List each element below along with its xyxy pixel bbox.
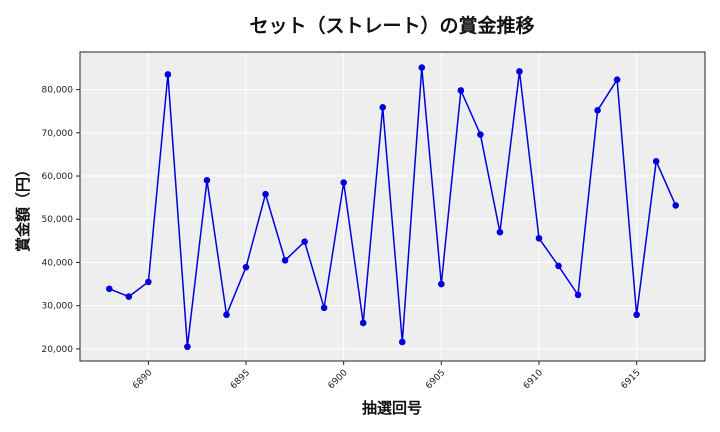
series-line [109,67,677,347]
data-point [594,107,601,114]
y-tick-label: 40,000 [42,258,74,268]
data-point [516,68,523,75]
data-point [477,131,484,138]
data-point [184,343,191,351]
data-point [379,104,387,111]
y-tick-label: 70,000 [42,129,74,139]
data-point [262,190,269,198]
data-point [613,76,621,83]
plot-frame [79,51,706,362]
data-point [164,71,172,78]
data-point [535,234,543,242]
x-axis-ticks: 6890 6895 6900 6905 6910 6915 [131,361,643,391]
data-point [320,304,328,312]
x-axis-label: 抽選回号 [362,399,422,417]
data-point [418,64,426,71]
data-point [359,319,367,327]
data-point [203,177,211,184]
y-tick-label: 80,000 [42,86,74,96]
x-tick-label: 6900 [327,368,350,391]
y-axis-ticks: 20,000 30,000 40,000 50,000 60,000 70,000 80,0… [42,86,80,355]
data-point [496,228,504,236]
data-point [223,311,230,319]
data-point [281,257,289,264]
data-series [105,64,680,351]
data-point [574,291,582,299]
data-point [242,263,250,271]
x-tick-label: 6890 [131,368,154,391]
y-tick-label: 60,000 [42,172,74,182]
data-point [340,179,347,186]
data-point [555,262,562,270]
chart-title: セット（ストレート）の賞金推移 [249,14,534,37]
data-point [438,280,445,288]
data-point [125,293,133,300]
data-point [633,311,640,319]
x-tick-label: 6895 [229,368,252,391]
data-point [398,338,406,346]
y-tick-label: 30,000 [42,302,74,312]
data-point [457,87,465,94]
data-point [652,158,660,165]
data-point [301,238,308,246]
data-point [105,285,113,293]
data-point [672,202,680,209]
plot-area [80,52,705,361]
x-tick-label: 6905 [424,368,447,391]
data-point [145,278,152,286]
x-tick-label: 6910 [522,368,545,391]
x-tick-label: 6915 [619,368,642,391]
y-tick-label: 50,000 [42,215,74,225]
y-tick-label: 20,000 [42,345,74,355]
y-axis-label: 賞金額（円） [14,162,32,252]
